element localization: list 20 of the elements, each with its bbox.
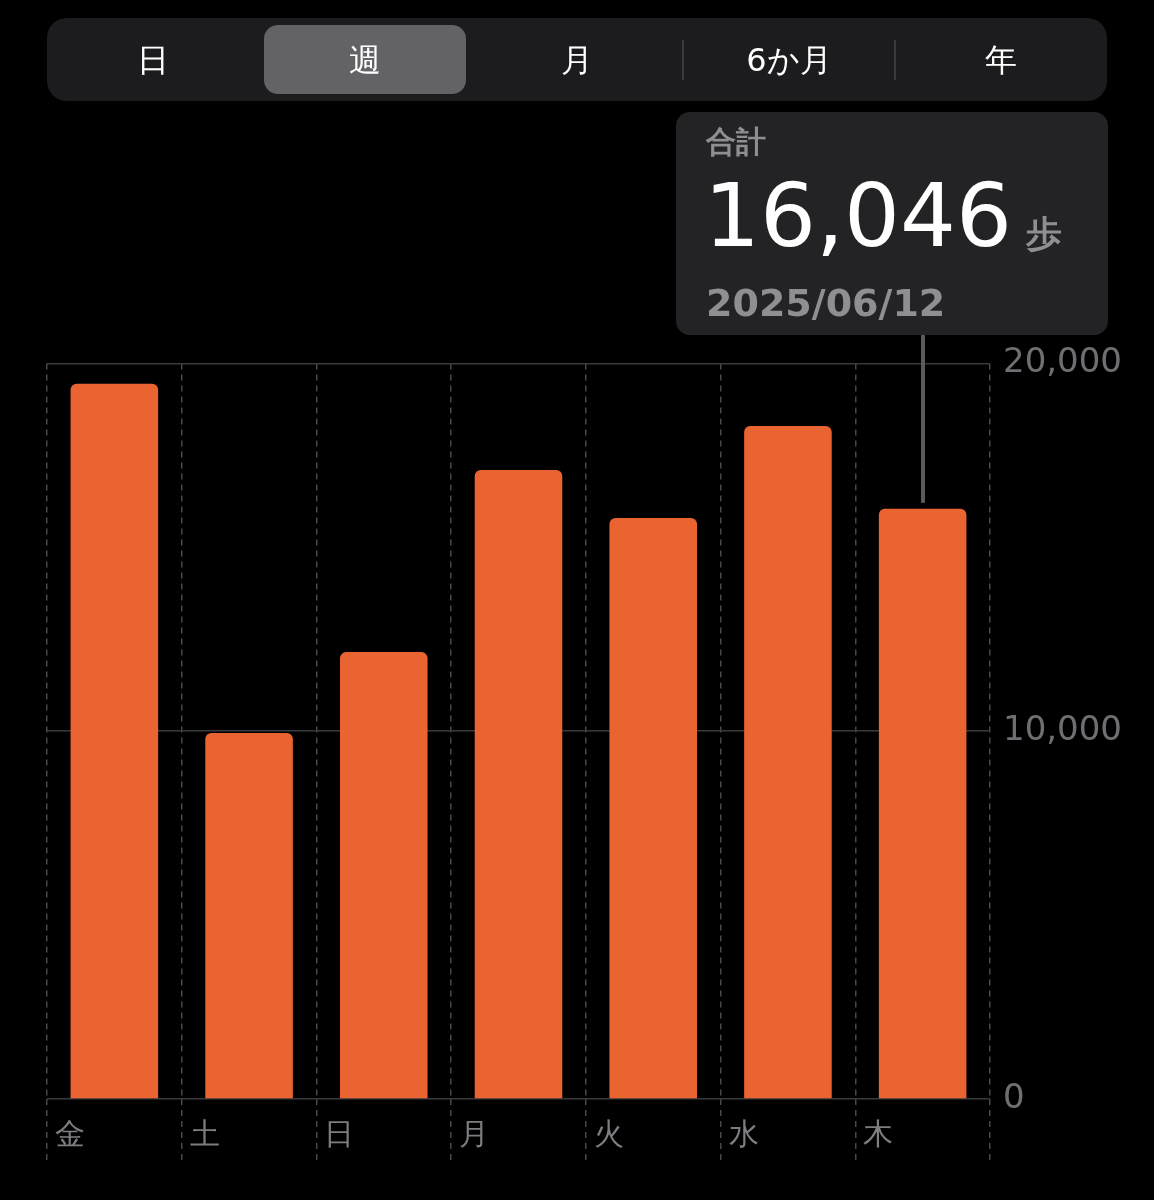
- annotation: 16,046: [704, 164, 1012, 267]
- bar: [205, 733, 293, 1099]
- x-tick-label: 金: [55, 1115, 85, 1151]
- x-tick-label: 木: [863, 1115, 894, 1151]
- x-tick-label: 水: [728, 1115, 759, 1151]
- bar: [609, 517, 697, 1099]
- bar: [878, 508, 967, 1099]
- bar: [744, 425, 832, 1099]
- x-tick-label: 日: [324, 1115, 355, 1151]
- y-tick-label: 0: [1003, 1075, 1025, 1116]
- bar: [70, 383, 159, 1099]
- y-tick-label: 10,000: [1003, 708, 1122, 749]
- x-tick-label: 土: [189, 1115, 220, 1151]
- bar: [340, 652, 428, 1099]
- x-tick-label: 月: [459, 1115, 490, 1151]
- x-tick-label: 火: [593, 1115, 624, 1151]
- y-tick-label: 20,000: [1003, 340, 1122, 381]
- tooltip-box: 合計 16,046 歩 2025/06/12: [676, 112, 1108, 335]
- bar: [474, 470, 563, 1099]
- segmented-control: 日 週 月 6か月 年: [47, 18, 1107, 101]
